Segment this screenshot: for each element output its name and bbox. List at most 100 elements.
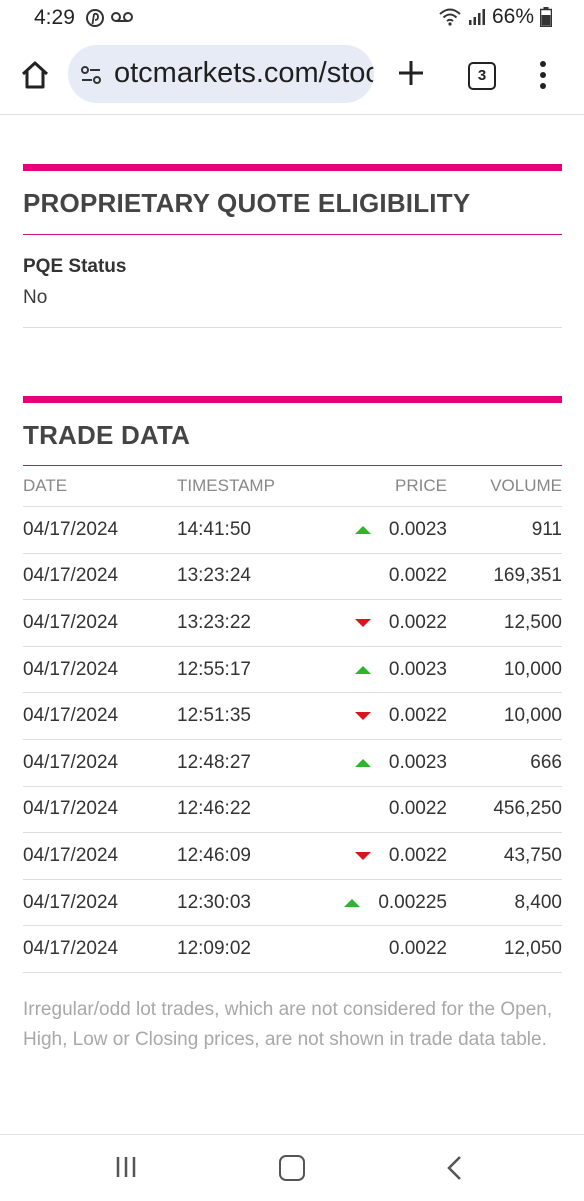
trade-timestamp: 14:41:50 — [173, 506, 323, 554]
column-header-price[interactable]: PRICE — [323, 466, 451, 507]
trade-timestamp: 12:48:27 — [173, 739, 323, 787]
section-accent-bar — [23, 396, 562, 403]
pqe-status-value: No — [23, 287, 48, 308]
trade-price-cell: 0.0022 — [323, 599, 451, 647]
trade-timestamp: 13:23:22 — [173, 599, 323, 647]
pinterest-icon — [86, 9, 104, 27]
trade-volume: 8,400 — [451, 879, 562, 927]
trade-price: 0.0022 — [388, 611, 447, 633]
trade-volume: 169,351 — [451, 553, 562, 601]
trade-volume: 12,500 — [451, 599, 562, 647]
trade-volume: 10,000 — [451, 692, 562, 740]
voicemail-icon — [111, 12, 133, 22]
column-header-date[interactable]: DATE — [23, 466, 173, 507]
table-header-row: DATE TIMESTAMP PRICE VOLUME — [23, 466, 562, 507]
trade-price: 0.0022 — [388, 938, 447, 960]
trade-volume: 456,250 — [451, 786, 562, 834]
trade-date: 04/17/2024 — [23, 879, 173, 927]
trade-price-cell: 0.0023 — [323, 739, 451, 787]
trade-date: 04/17/2024 — [23, 553, 173, 601]
table-row: 04/17/2024 12:48:27 0.0023 666 — [23, 739, 562, 787]
status-time: 4:29 — [34, 6, 75, 29]
table-row: 04/17/2024 13:23:24 0.0022 169,351 — [23, 553, 562, 601]
system-nav-bar — [0, 1134, 584, 1201]
trade-volume: 911 — [451, 506, 562, 554]
table-row: 04/17/2024 12:46:22 0.0022 456,250 — [23, 786, 562, 834]
trade-price-cell: 0.0022 — [323, 832, 451, 880]
trade-price-cell: 0.0023 — [323, 506, 451, 554]
url-text[interactable]: otcmarkets.com/stock — [114, 57, 374, 89]
price-down-arrow-icon — [354, 618, 371, 627]
trade-price: 0.0023 — [388, 518, 447, 540]
trade-price: 0.0023 — [388, 658, 447, 680]
column-header-timestamp[interactable]: TIMESTAMP — [173, 466, 323, 507]
table-row: 04/17/2024 12:51:35 0.0022 10,000 — [23, 692, 562, 740]
address-bar[interactable]: otcmarkets.com/stock — [68, 45, 374, 103]
tab-switcher-icon[interactable]: 3 — [468, 62, 496, 90]
price-up-arrow-icon — [354, 525, 371, 534]
trade-timestamp: 13:23:24 — [173, 553, 323, 601]
trade-section-title: TRADE DATA — [23, 420, 191, 450]
trade-timestamp: 12:46:22 — [173, 786, 323, 834]
trade-date: 04/17/2024 — [23, 925, 173, 973]
battery-icon — [540, 7, 552, 27]
pqe-section-title: PROPRIETARY QUOTE ELIGIBILITY — [23, 188, 471, 218]
price-down-arrow-icon — [354, 851, 371, 860]
column-header-volume[interactable]: VOLUME — [451, 466, 562, 507]
trade-volume: 12,050 — [451, 925, 562, 973]
site-settings-icon[interactable] — [80, 64, 102, 86]
trade-timestamp: 12:46:09 — [173, 832, 323, 880]
trade-table: DATE TIMESTAMP PRICE VOLUME 04/17/2024 14… — [23, 466, 562, 973]
trade-volume: 43,750 — [451, 832, 562, 880]
section-divider — [23, 465, 562, 466]
browser-toolbar: otcmarkets.com/stock 3 — [0, 38, 584, 115]
trade-timestamp: 12:55:17 — [173, 646, 323, 694]
table-row: 04/17/2024 13:23:22 0.0022 12,500 — [23, 599, 562, 647]
table-row: 04/17/2024 14:41:50 0.0023 911 — [23, 506, 562, 554]
trade-timestamp: 12:09:02 — [173, 925, 323, 973]
section-accent-bar — [23, 164, 562, 171]
trade-price: 0.0023 — [388, 751, 447, 773]
odd-lot-note: Irregular/odd lot trades, which are not … — [23, 999, 553, 1050]
price-down-arrow-icon — [354, 712, 371, 721]
trade-price: 0.0022 — [388, 844, 447, 866]
trade-price-cell: 0.0022 — [323, 925, 451, 973]
trade-date: 04/17/2024 — [23, 786, 173, 834]
row-divider — [23, 327, 562, 328]
home-nav-icon[interactable] — [279, 1155, 305, 1181]
back-icon[interactable] — [444, 1155, 466, 1181]
trade-date: 04/17/2024 — [23, 832, 173, 880]
trade-date: 04/17/2024 — [23, 646, 173, 694]
trade-date: 04/17/2024 — [23, 506, 173, 554]
trade-timestamp: 12:30:03 — [173, 879, 323, 927]
trade-price: 0.00225 — [378, 891, 447, 913]
price-up-arrow-icon — [354, 665, 371, 674]
table-row: 04/17/2024 12:09:02 0.0022 12,050 — [23, 925, 562, 973]
trade-price: 0.0022 — [388, 705, 447, 727]
price-up-arrow-icon — [354, 758, 371, 767]
battery-percent: 66% — [491, 5, 534, 28]
table-row: 04/17/2024 12:46:09 0.0022 43,750 — [23, 832, 562, 880]
trade-price-cell: 0.0022 — [323, 786, 451, 834]
wifi-icon — [439, 8, 461, 26]
trade-volume: 10,000 — [451, 646, 562, 694]
table-row: 04/17/2024 12:30:03 0.00225 8,400 — [23, 879, 562, 927]
trade-date: 04/17/2024 — [23, 599, 173, 647]
price-up-arrow-icon — [344, 898, 361, 907]
trade-timestamp: 12:51:35 — [173, 692, 323, 740]
new-tab-icon[interactable] — [394, 56, 428, 90]
trade-price: 0.0022 — [388, 565, 447, 587]
recent-apps-icon[interactable] — [115, 1155, 137, 1179]
pqe-status-label: PQE Status — [23, 256, 127, 277]
trade-price-cell: 0.00225 — [323, 879, 451, 927]
table-row: 04/17/2024 12:55:17 0.0023 10,000 — [23, 646, 562, 694]
home-icon[interactable] — [18, 58, 52, 92]
trade-price-cell: 0.0023 — [323, 646, 451, 694]
trade-volume: 666 — [451, 739, 562, 787]
trade-price: 0.0022 — [388, 798, 447, 820]
trade-price-cell: 0.0022 — [323, 553, 451, 601]
section-divider — [23, 234, 562, 235]
trade-date: 04/17/2024 — [23, 739, 173, 787]
more-menu-icon[interactable] — [538, 60, 548, 90]
trade-date: 04/17/2024 — [23, 692, 173, 740]
